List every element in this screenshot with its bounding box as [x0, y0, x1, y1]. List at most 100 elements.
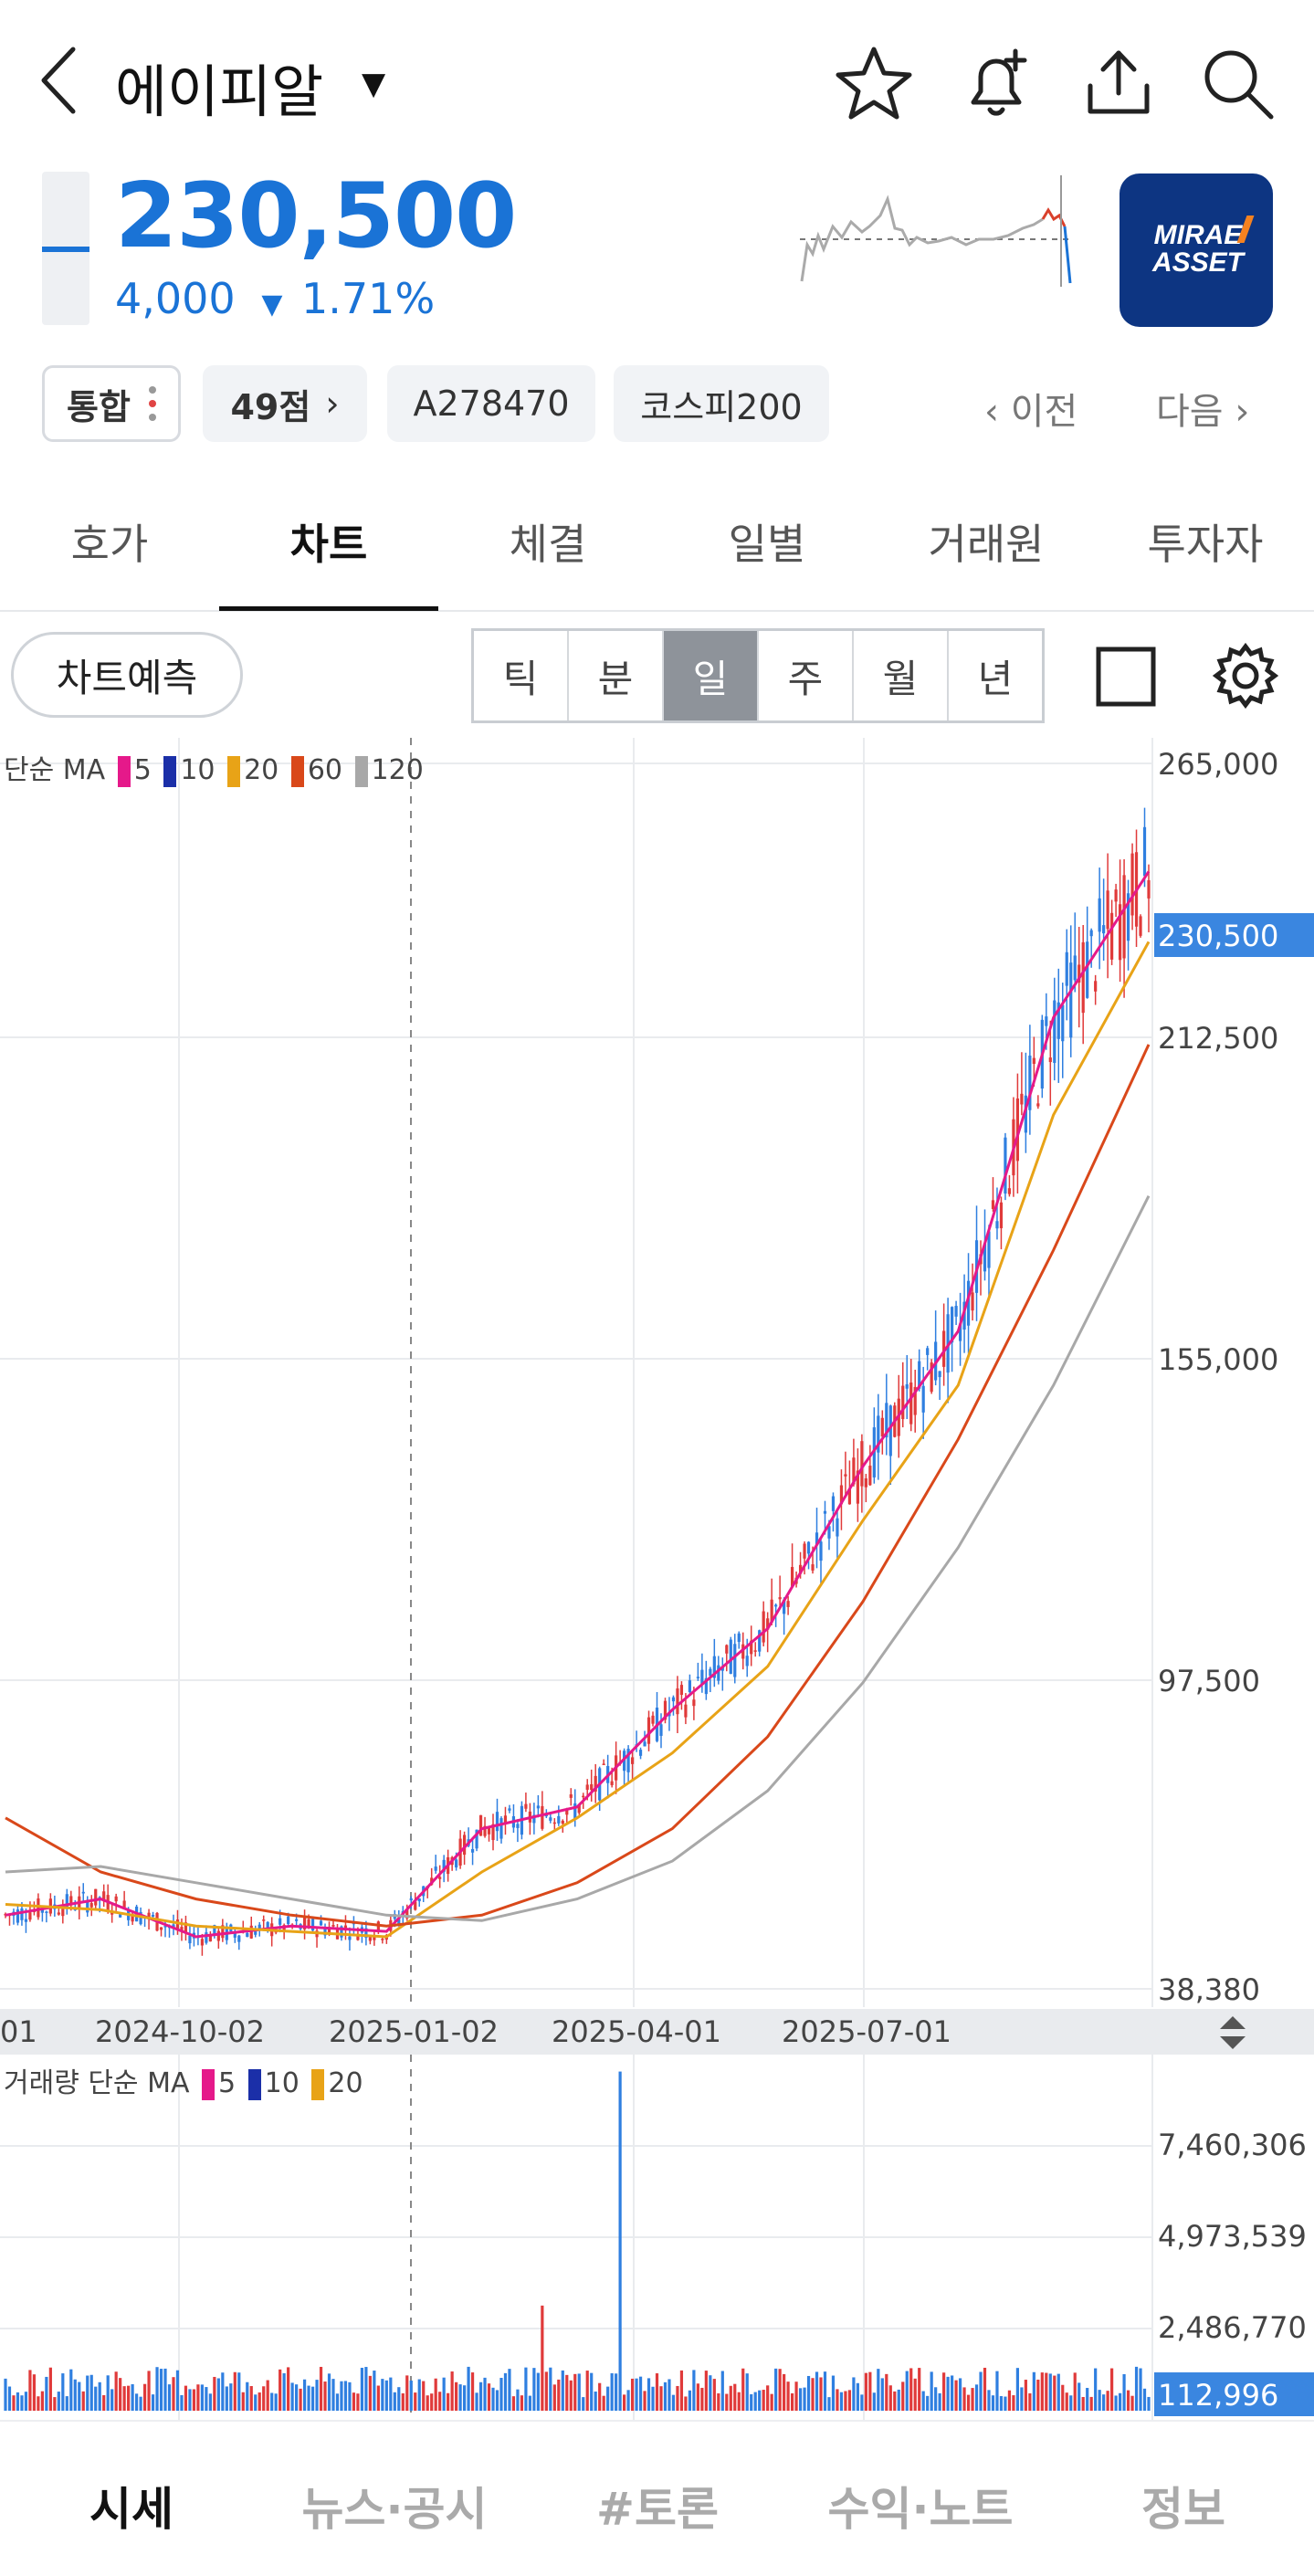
candle-body: [774, 1604, 778, 1607]
tab-daily[interactable]: 일별: [728, 520, 806, 569]
volume-bar: [942, 2372, 946, 2411]
integrated-chip[interactable]: 통합: [42, 365, 181, 442]
bottom-tab-info[interactable]: 정보: [1141, 2483, 1225, 2536]
tab-investors[interactable]: 투자자: [1147, 520, 1264, 569]
volume-bar: [1036, 2379, 1040, 2411]
candle-body: [254, 1929, 258, 1935]
period-week[interactable]: 주: [759, 631, 854, 720]
stock-code-chip[interactable]: A278470: [387, 365, 595, 442]
candle-body: [1106, 890, 1109, 930]
volume-bar: [405, 2375, 409, 2411]
volume-bar: [897, 2389, 900, 2411]
volume-bar: [356, 2393, 360, 2411]
volume-bar: [663, 2381, 668, 2411]
volume-bar: [417, 2379, 421, 2411]
volume-bar: [376, 2385, 380, 2411]
bottom-tab-discussion[interactable]: #토론: [596, 2483, 719, 2536]
volume-bar: [1126, 2390, 1130, 2411]
bottom-tab-notes[interactable]: 수익·노트: [827, 2483, 1014, 2536]
volume-bar: [872, 2392, 876, 2411]
candle-body: [1069, 962, 1073, 1038]
volume-bar: [147, 2371, 151, 2411]
volume-bar: [246, 2381, 249, 2411]
caret-down-icon[interactable]: ▼: [362, 66, 386, 102]
price-chart[interactable]: [0, 738, 1314, 2007]
bottom-tab-quote[interactable]: 시세: [89, 2483, 173, 2536]
volume-bar: [615, 2373, 618, 2411]
stock-name[interactable]: 에이피알: [115, 58, 324, 125]
next-stock-link[interactable]: 다음 ›: [1156, 391, 1250, 433]
volume-bar: [40, 2391, 44, 2411]
volume-bar: [1073, 2372, 1077, 2411]
volume-bar: [360, 2367, 364, 2411]
volume-bar: [725, 2393, 729, 2411]
candle-body: [94, 1888, 98, 1906]
volume-bar: [803, 2387, 806, 2411]
candle-body: [659, 1724, 663, 1736]
candle-body: [663, 1700, 668, 1720]
index-chip[interactable]: 코스피200: [614, 365, 829, 442]
chevron-right-icon: ›: [325, 384, 340, 424]
resize-handle-icon[interactable]: [1216, 2014, 1249, 2051]
candle-body: [1032, 1057, 1035, 1065]
period-year[interactable]: 년: [977, 656, 1014, 701]
volume-bar: [384, 2380, 388, 2411]
candle-body: [958, 1323, 962, 1341]
volume-bar: [643, 2391, 646, 2411]
candle-body: [262, 1919, 266, 1921]
candle-body: [1045, 1016, 1048, 1026]
volume-bar: [127, 2385, 131, 2411]
score-chip[interactable]: 49점 ›: [203, 365, 367, 442]
candle-body: [954, 1306, 958, 1317]
bell-plus-icon[interactable]: [955, 42, 1037, 124]
volume-bar: [1056, 2373, 1060, 2411]
candle-body: [962, 1301, 966, 1330]
volume-bar: [798, 2388, 803, 2411]
candle-body: [455, 1859, 458, 1868]
period-day[interactable]: 일: [664, 631, 759, 720]
chart-predict-button[interactable]: 차트예측: [11, 632, 243, 718]
search-icon[interactable]: [1196, 42, 1278, 124]
intraday-sparkline: [800, 175, 1072, 287]
bottom-tab-news[interactable]: 뉴스·공시: [301, 2483, 488, 2536]
current-volume-tag: [1154, 2372, 1314, 2416]
candle-body: [688, 1680, 692, 1693]
volume-bar: [307, 2385, 310, 2411]
period-month[interactable]: 월: [854, 631, 949, 720]
tab-trades[interactable]: 체결: [509, 520, 587, 569]
star-icon[interactable]: [833, 42, 915, 124]
volume-bar: [119, 2378, 122, 2411]
candle-body: [1094, 981, 1098, 992]
volume-bar: [811, 2378, 815, 2411]
tab-chart[interactable]: 차트: [289, 520, 368, 569]
volume-bar: [1040, 2372, 1044, 2411]
candle-body: [1073, 955, 1077, 981]
tab-brokers[interactable]: 거래원: [928, 520, 1045, 569]
volume-bar: [282, 2372, 286, 2411]
volume-chart[interactable]: [0, 2055, 1314, 2420]
candle-body: [643, 1741, 646, 1747]
settings-gear-icon[interactable]: [1211, 641, 1280, 710]
candle-body: [184, 1922, 188, 1932]
candle-body: [786, 1601, 790, 1607]
volume-bar: [520, 2395, 524, 2411]
period-selector[interactable]: 틱 분 일 주 월 년: [471, 628, 1045, 723]
volume-bar: [221, 2372, 225, 2411]
period-minute[interactable]: 분: [569, 631, 664, 720]
volume-bar: [65, 2396, 68, 2411]
tab-orderbook[interactable]: 호가: [70, 520, 149, 569]
share-icon[interactable]: [1077, 42, 1160, 124]
current-volume-label: 112,996: [1158, 2378, 1279, 2413]
back-chevron-icon[interactable]: [37, 44, 82, 117]
volume-bar: [745, 2373, 749, 2411]
fullscreen-square-icon[interactable]: [1094, 645, 1158, 709]
volume-bar: [225, 2386, 228, 2411]
prev-stock-link[interactable]: ‹ 이전: [984, 391, 1078, 433]
volume-bar: [315, 2380, 319, 2411]
candle-body: [585, 1784, 589, 1790]
period-tick[interactable]: 틱: [474, 631, 569, 720]
volume-bar: [921, 2391, 925, 2411]
candle-body: [544, 1814, 548, 1817]
volume-bar: [864, 2372, 867, 2411]
volume-bar: [688, 2390, 692, 2411]
